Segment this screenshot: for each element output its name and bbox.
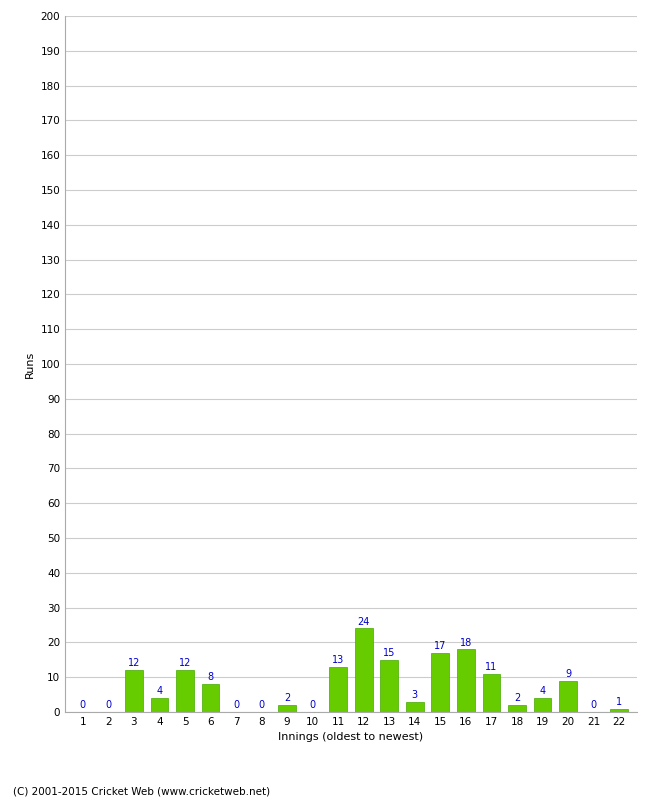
Text: 15: 15 <box>383 648 395 658</box>
Y-axis label: Runs: Runs <box>25 350 35 378</box>
Text: (C) 2001-2015 Cricket Web (www.cricketweb.net): (C) 2001-2015 Cricket Web (www.cricketwe… <box>13 786 270 796</box>
Text: 0: 0 <box>105 700 111 710</box>
Text: 12: 12 <box>179 658 191 669</box>
Text: 2: 2 <box>514 694 520 703</box>
Bar <box>330 666 347 712</box>
Text: 17: 17 <box>434 641 447 651</box>
Text: 0: 0 <box>591 700 597 710</box>
Text: 1: 1 <box>616 697 622 706</box>
Text: 18: 18 <box>460 638 472 648</box>
Bar <box>432 653 449 712</box>
Bar <box>482 674 500 712</box>
Text: 0: 0 <box>233 700 239 710</box>
Bar <box>508 705 526 712</box>
Bar <box>457 650 475 712</box>
Text: 4: 4 <box>157 686 162 696</box>
Text: 24: 24 <box>358 617 370 626</box>
Text: 3: 3 <box>412 690 418 700</box>
Text: 8: 8 <box>207 673 214 682</box>
Bar <box>610 709 628 712</box>
Text: 0: 0 <box>259 700 265 710</box>
Bar <box>202 684 220 712</box>
Bar <box>380 660 398 712</box>
Text: 0: 0 <box>80 700 86 710</box>
Text: 13: 13 <box>332 655 345 665</box>
Bar <box>406 702 424 712</box>
Text: 4: 4 <box>540 686 545 696</box>
Bar <box>278 705 296 712</box>
Text: 2: 2 <box>284 694 291 703</box>
Text: 11: 11 <box>486 662 497 672</box>
Bar <box>125 670 143 712</box>
Bar <box>355 629 372 712</box>
Bar <box>176 670 194 712</box>
Bar <box>534 698 551 712</box>
Bar <box>559 681 577 712</box>
Text: 12: 12 <box>128 658 140 669</box>
Text: 9: 9 <box>565 669 571 679</box>
Bar <box>151 698 168 712</box>
Text: 0: 0 <box>309 700 316 710</box>
X-axis label: Innings (oldest to newest): Innings (oldest to newest) <box>278 733 424 742</box>
